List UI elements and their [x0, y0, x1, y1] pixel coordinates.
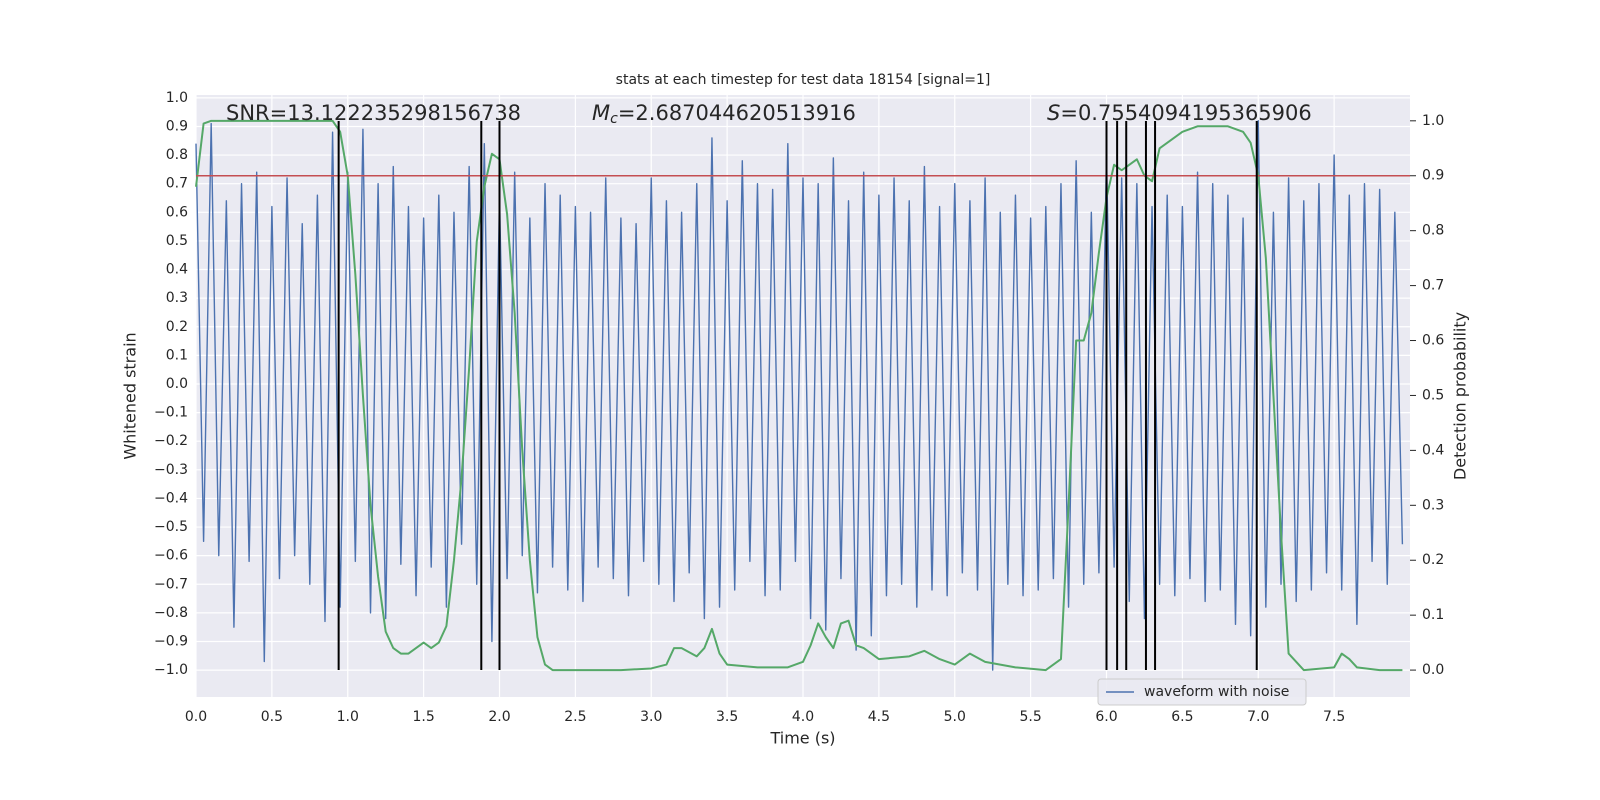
y2-tick-label: 1.0 — [1422, 113, 1444, 129]
x-tick-label: 1.0 — [337, 709, 359, 725]
chart-title: stats at each timestep for test data 181… — [616, 72, 991, 88]
y-tick-label: 0.6 — [166, 204, 188, 220]
x-tick-label: 4.5 — [868, 709, 890, 725]
legend-label: waveform with noise — [1144, 684, 1289, 700]
y2-tick-label: 0.3 — [1422, 497, 1444, 513]
y-tick-label: −0.8 — [154, 605, 188, 621]
y-tick-label: −0.1 — [154, 405, 188, 421]
y-tick-label: 0.4 — [166, 262, 188, 278]
annotation: S=0.7554094195365906 — [1047, 101, 1312, 125]
y2-tick-label: 0.7 — [1422, 278, 1444, 294]
y2-axis-label: Detection probability — [1451, 312, 1470, 480]
x-tick-label: 3.0 — [640, 709, 662, 725]
x-tick-label: 7.5 — [1323, 709, 1345, 725]
y-tick-label: −0.6 — [154, 548, 188, 564]
y-tick-label: 0.2 — [166, 319, 188, 335]
x-tick-label: 1.5 — [412, 709, 434, 725]
y-tick-label: −0.5 — [154, 519, 188, 535]
y-tick-label: 0.3 — [166, 290, 188, 306]
y-tick-label: −0.4 — [154, 490, 188, 506]
annotation-symbol: M — [592, 101, 610, 125]
marks — [195, 119, 1410, 672]
x-tick-label: 3.5 — [716, 709, 738, 725]
x-tick-label: 0.0 — [185, 709, 207, 725]
y-tick-label: −0.9 — [154, 633, 188, 649]
y-tick-label: 0.8 — [166, 147, 188, 163]
y2-tick-label: 0.9 — [1422, 168, 1444, 184]
y-tick-label: −0.2 — [154, 433, 188, 449]
y-tick-label: −1.0 — [154, 662, 188, 678]
y-tick-label: −0.7 — [154, 576, 188, 592]
probability-line — [195, 119, 1403, 672]
x-tick-label: 6.0 — [1095, 709, 1117, 725]
y2-tick-label: 0.2 — [1422, 552, 1444, 568]
x-tick-label: 2.5 — [564, 709, 586, 725]
y-tick-label: 0.7 — [166, 176, 188, 192]
legend-box — [1097, 678, 1307, 706]
annotation-value: =0.7554094195365906 — [1060, 101, 1311, 125]
x-tick-label: 2.0 — [488, 709, 510, 725]
y2-tick-label: 0.1 — [1422, 607, 1444, 623]
annotation-symbol: S — [1047, 101, 1060, 125]
y2-tick-label: 0.4 — [1422, 442, 1444, 458]
x-tick-label: 0.5 — [261, 709, 283, 725]
annotation-value: =2.687044620513916 — [618, 101, 856, 125]
y-tick-label: 0.5 — [166, 233, 188, 249]
x-tick-label: 5.5 — [1019, 709, 1041, 725]
y2-tick-label: 0.5 — [1422, 387, 1444, 403]
x-axis-label: Time (s) — [769, 729, 835, 748]
y-tick-label: 0.9 — [166, 118, 188, 134]
y2-tick-label: 0.0 — [1422, 662, 1444, 678]
y-tick-label: 0.1 — [166, 347, 188, 363]
y2-tick-label: 0.6 — [1422, 333, 1444, 349]
x-tick-label: 7.0 — [1247, 709, 1269, 725]
x-tick-label: 5.0 — [944, 709, 966, 725]
legend: waveform with noise — [1097, 678, 1307, 706]
annotation-subscript: c — [610, 111, 618, 127]
y-axis-label: Whitened strain — [121, 332, 140, 459]
annotation: SNR=13.122235298156738 — [226, 101, 521, 125]
x-tick-label: 6.5 — [1171, 709, 1193, 725]
y-tick-label: 0.0 — [166, 376, 188, 392]
x-tick-label: 4.0 — [792, 709, 814, 725]
y2-tick-label: 0.8 — [1422, 223, 1444, 239]
waveform-line — [195, 120, 1404, 671]
annotation: Mc=2.687044620513916 — [592, 101, 856, 127]
y-tick-label: −0.3 — [154, 462, 188, 478]
y-tick-label: 1.0 — [166, 90, 188, 106]
